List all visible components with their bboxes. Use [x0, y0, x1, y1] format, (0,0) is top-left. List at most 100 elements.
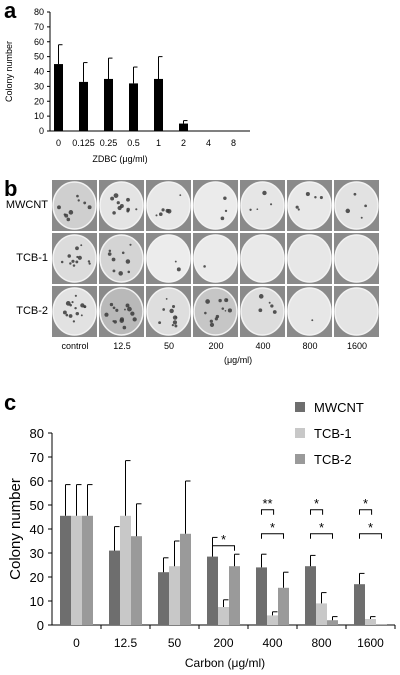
colony-dish-image [287, 180, 332, 231]
colony-dot [111, 257, 116, 262]
colony-dish-image [146, 286, 191, 337]
petri-dish [146, 234, 191, 283]
colony-dish-image [99, 233, 144, 284]
colony-dish-image [193, 233, 238, 284]
colony-dot [76, 194, 79, 198]
colony-dot [353, 192, 357, 196]
petri-dish [240, 234, 285, 283]
colony-dot [162, 308, 166, 311]
bar [179, 123, 188, 131]
colony-dot [218, 298, 222, 303]
bar [79, 81, 88, 131]
x-axis-label: Carbon (μg/ml) [185, 656, 265, 670]
colony-dot [83, 305, 87, 309]
colony-dot [124, 308, 126, 311]
row-label: MWCNT [5, 198, 48, 211]
colony-dot [65, 313, 69, 317]
colony-dot [204, 311, 207, 315]
colony-dot [165, 298, 168, 300]
significance-label: * [363, 496, 368, 511]
colony-dot [75, 246, 79, 251]
colony-dot [107, 252, 112, 256]
colony-dot [116, 201, 120, 205]
colony-dot [121, 251, 125, 255]
colony-dot [171, 324, 174, 327]
colony-dot [172, 320, 178, 325]
colony-dish-image [193, 286, 238, 337]
colony-dot [158, 212, 163, 216]
bar [82, 515, 93, 625]
petri-dish [99, 287, 144, 336]
y-tick-label: 0 [39, 126, 44, 136]
legend-entry: MWCNT [314, 400, 364, 415]
colony-dot [127, 306, 132, 312]
y-tick-label: 60 [30, 474, 44, 489]
colony-dot [215, 314, 220, 319]
colony-dot [57, 205, 61, 210]
colony-dot [132, 317, 137, 322]
y-tick-label: 30 [30, 546, 44, 561]
x-axis-label: ZDBC (μg/ml) [92, 154, 147, 164]
colony-dot [305, 192, 310, 197]
significance-bracket [310, 509, 324, 515]
colony-dot [220, 216, 225, 221]
bar [169, 566, 180, 625]
colony-dot [126, 197, 130, 202]
colony-dot [258, 308, 263, 313]
colony-dot [345, 208, 351, 214]
bar [218, 607, 229, 625]
significance-bracket [261, 533, 284, 539]
colony-dish-image [287, 286, 332, 337]
colony-dot [75, 260, 79, 264]
x-tick-label: 2 [181, 138, 186, 148]
colony-dish-image [287, 233, 332, 284]
colony-dot [158, 321, 162, 325]
bar [354, 584, 365, 625]
colony-dot [224, 309, 227, 312]
colony-dot [270, 304, 274, 308]
x-tick-label: 1600 [357, 636, 384, 650]
bar [180, 533, 191, 625]
petri-dish [52, 181, 97, 230]
bar [365, 619, 376, 625]
significance-bracket [359, 533, 382, 539]
column-label: 200 [208, 341, 224, 351]
petri-dish [287, 287, 332, 336]
row-label: TCB-2 [16, 304, 48, 317]
y-tick-label: 70 [30, 450, 44, 465]
colony-dot [104, 312, 109, 317]
significance-label: * [368, 520, 373, 535]
colony-dot [68, 314, 73, 318]
bar [158, 572, 169, 625]
x-tick-label: 800 [311, 636, 331, 650]
bar [267, 615, 278, 625]
column-label: 800 [302, 341, 318, 351]
significance-label: * [319, 520, 324, 535]
significance-bracket [359, 509, 373, 515]
x-tick-label: 200 [213, 636, 233, 650]
legend-swatch [295, 454, 305, 464]
bar [104, 78, 113, 131]
colony-dish-image [334, 180, 379, 231]
bar [316, 603, 327, 625]
y-tick-label: 0 [37, 618, 44, 633]
petri-dish [334, 234, 379, 283]
colony-dot [224, 298, 229, 303]
x-tick-label: 400 [262, 636, 282, 650]
petri-dish [240, 287, 285, 336]
chart-a: 0 10 20 30 40 50 60 70 80 0 0.125 0.25 0.5 1 2 4 8 Colony… [4, 7, 250, 164]
row-label: TCB-1 [16, 251, 48, 264]
colony-dot [113, 193, 119, 199]
colony-dot [176, 267, 181, 272]
colony-dot [126, 209, 130, 213]
bar [71, 515, 82, 625]
bar [60, 515, 71, 625]
colony-dot [118, 271, 123, 276]
colony-dot [87, 260, 91, 263]
colony-dot [115, 308, 119, 312]
column-label: 50 [163, 341, 174, 351]
colony-dot [60, 260, 64, 264]
colony-dot [68, 210, 74, 215]
colony-dot [119, 318, 124, 323]
